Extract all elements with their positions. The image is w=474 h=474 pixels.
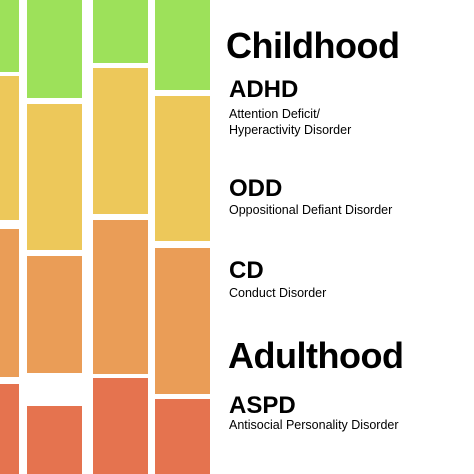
desc-odd: Oppositional Defiant Disorder bbox=[229, 203, 393, 217]
color-block-yellow bbox=[155, 96, 210, 241]
color-block-orange bbox=[93, 220, 148, 374]
abbr-cd: CD bbox=[229, 257, 264, 284]
abbr-adhd: ADHD bbox=[229, 76, 299, 103]
abbr-odd: ODD bbox=[229, 175, 283, 202]
color-block-green bbox=[93, 0, 148, 63]
color-block-yellow bbox=[93, 68, 148, 214]
color-block-yellow bbox=[27, 104, 82, 250]
color-block-green bbox=[0, 0, 19, 72]
desc-adhd-line-2: Hyperactivity Disorder bbox=[229, 123, 352, 137]
color-block-green bbox=[27, 0, 82, 98]
color-columns-graphic bbox=[0, 0, 210, 474]
color-block-yellow bbox=[0, 76, 19, 220]
desc-aspd: Antisocial Personality Disorder bbox=[229, 418, 399, 432]
desc-adhd-line-1: Attention Deficit/ bbox=[229, 107, 321, 121]
color-block-red bbox=[0, 384, 19, 474]
color-block-green bbox=[155, 0, 210, 90]
color-block-red bbox=[27, 406, 82, 474]
color-block-orange bbox=[0, 229, 19, 377]
abbr-aspd: ASPD bbox=[229, 392, 296, 419]
color-block-red bbox=[155, 399, 210, 474]
color-block-orange bbox=[155, 248, 210, 394]
color-block-orange bbox=[27, 256, 82, 373]
heading-adulthood: Adulthood bbox=[228, 335, 404, 376]
heading-childhood: Childhood bbox=[226, 25, 400, 66]
desc-cd: Conduct Disorder bbox=[229, 286, 327, 300]
color-block-red bbox=[93, 378, 148, 474]
